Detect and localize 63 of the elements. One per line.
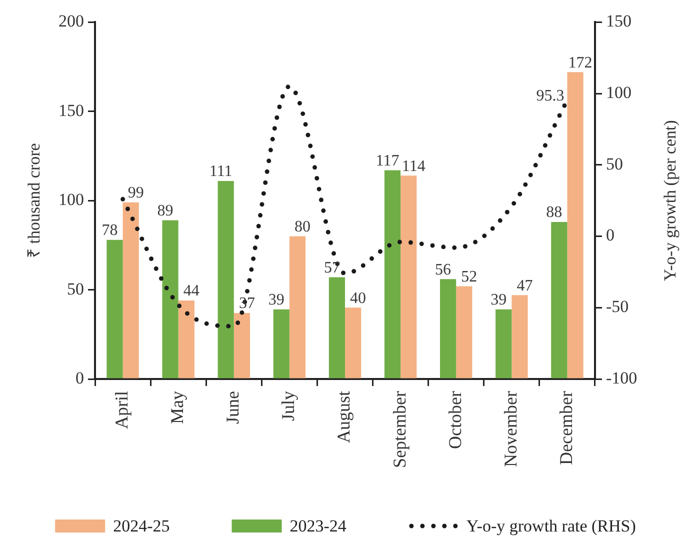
- x-tick-label: June: [222, 390, 243, 424]
- y2-tick-label: 100: [606, 83, 632, 102]
- bar: [512, 295, 528, 378]
- x-tick-label: August: [334, 391, 354, 444]
- x-tick-label: December: [556, 390, 576, 465]
- data-label: 95.3: [536, 87, 564, 104]
- bar: [328, 277, 345, 378]
- data-label: 172: [568, 54, 592, 72]
- bar: [218, 180, 234, 378]
- y2-tick-label: 150: [606, 12, 632, 31]
- bar: [122, 202, 139, 378]
- bar: [440, 279, 456, 378]
- bar: [400, 176, 417, 378]
- bar: [162, 220, 178, 378]
- bar: [496, 309, 512, 378]
- x-tick-label: May: [167, 391, 188, 424]
- y2-tick-label: 0: [606, 226, 614, 245]
- data-label: 52: [461, 268, 478, 286]
- y2-tick-label: 50: [606, 154, 623, 174]
- legend-label: 2024-25: [113, 516, 170, 536]
- bar: [289, 236, 306, 378]
- x-tick-label: July: [278, 391, 298, 422]
- data-label: 78: [102, 222, 118, 240]
- y-tick-label: 50: [67, 279, 84, 298]
- y-tick-label: 150: [58, 100, 84, 120]
- data-label: 89: [157, 202, 174, 220]
- data-label: 88: [546, 204, 562, 222]
- x-tick-label: November: [500, 391, 520, 467]
- x-tick-label: April: [112, 391, 132, 429]
- data-label: 56: [435, 261, 452, 278]
- legend-label: Y-o-y growth rate (RHS): [466, 516, 636, 536]
- line-series: [120, 84, 570, 328]
- bar: [178, 300, 194, 378]
- y-tick-label: 200: [58, 12, 84, 31]
- bar: [567, 72, 584, 378]
- y-tick-label: 100: [58, 190, 84, 210]
- bar: [345, 308, 362, 378]
- bar: [551, 222, 568, 378]
- data-label: 39: [268, 292, 284, 309]
- bar: [456, 286, 472, 378]
- data-label: 44: [183, 282, 200, 300]
- data-label: 111: [209, 163, 232, 180]
- data-label: 40: [350, 290, 366, 307]
- bar: [273, 309, 290, 378]
- data-label: 117: [376, 152, 400, 170]
- y2-tick-label: -100: [606, 368, 638, 388]
- data-label: 39: [490, 292, 507, 309]
- data-label: 80: [294, 218, 310, 236]
- data-label: 99: [128, 184, 144, 202]
- bar: [106, 240, 123, 378]
- data-label: 57: [324, 260, 340, 277]
- y2-tick-label: -50: [606, 297, 629, 316]
- x-tick-label: October: [444, 391, 465, 449]
- y-axis-title: ₹ thousand crore: [24, 143, 44, 258]
- data-label: 114: [402, 158, 426, 175]
- y-tick-label: 0: [76, 368, 84, 388]
- bar: [234, 312, 250, 378]
- x-tick-label: September: [389, 391, 410, 468]
- legend-label: 2023-24: [290, 516, 347, 536]
- y2-axis-title: Y-o-y growth (per cent): [660, 120, 680, 282]
- data-label: 37: [238, 295, 255, 312]
- bar: [384, 170, 401, 378]
- data-label: 47: [516, 277, 533, 294]
